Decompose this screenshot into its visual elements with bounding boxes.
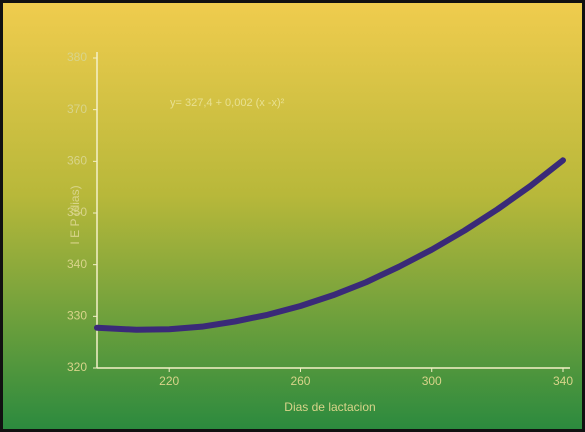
y-tick-label: 350 bbox=[67, 205, 87, 219]
y-tick-label: 340 bbox=[67, 257, 87, 271]
y-tick-label: 320 bbox=[67, 360, 87, 374]
y-tick-label: 380 bbox=[67, 50, 87, 64]
annotation: y= 327,4 + 0,002 (x -x)² bbox=[170, 97, 285, 109]
x-tick-label: 300 bbox=[422, 374, 442, 388]
y-tick-label: 370 bbox=[67, 102, 87, 116]
line bbox=[94, 157, 566, 333]
y-axis-label: I E P (dias) bbox=[68, 185, 82, 244]
x-tick-label: 260 bbox=[290, 374, 310, 388]
x-axis-label: Dias de lactacion bbox=[284, 400, 375, 414]
x-tick-label: 340 bbox=[553, 374, 573, 388]
x-tick-label: 220 bbox=[159, 374, 179, 388]
y-tick-label: 360 bbox=[67, 154, 87, 168]
y-tick-label: 330 bbox=[67, 309, 87, 323]
